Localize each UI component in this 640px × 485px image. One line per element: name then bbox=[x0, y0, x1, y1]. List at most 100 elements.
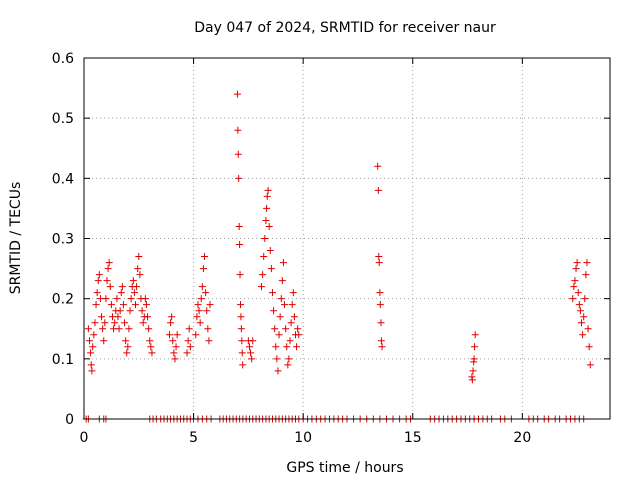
data-point bbox=[117, 289, 125, 297]
data-point bbox=[197, 295, 205, 303]
data-point bbox=[133, 283, 141, 291]
data-point bbox=[271, 325, 279, 333]
data-point bbox=[573, 259, 581, 267]
y-tick-label: 0.5 bbox=[52, 111, 74, 127]
grid-layer bbox=[84, 58, 610, 419]
data-point bbox=[239, 361, 247, 369]
data-point bbox=[194, 301, 202, 309]
data-point bbox=[91, 319, 99, 327]
data-point bbox=[278, 277, 286, 285]
y-axis-label: SRMTID / TECUs bbox=[8, 182, 24, 295]
data-point bbox=[238, 349, 246, 357]
data-point bbox=[375, 253, 383, 261]
data-point bbox=[88, 367, 96, 375]
data-point bbox=[238, 337, 246, 345]
data-point bbox=[147, 343, 155, 351]
data-point bbox=[104, 265, 112, 273]
data-point bbox=[468, 376, 476, 384]
ticks-layer: 0 0.1 0.2 0.3 0.4 0.5 0.6 0 5 10 15 20 bbox=[52, 51, 610, 446]
data-point bbox=[236, 271, 244, 279]
y-tick-label: 0.3 bbox=[52, 232, 74, 248]
data-point bbox=[249, 337, 257, 345]
data-point bbox=[127, 295, 135, 303]
data-point bbox=[122, 337, 130, 345]
data-point bbox=[376, 301, 384, 309]
data-point bbox=[374, 186, 382, 194]
data-point bbox=[277, 295, 285, 303]
data-point bbox=[105, 259, 113, 267]
data-point bbox=[469, 367, 477, 375]
data-point bbox=[576, 307, 584, 315]
data-point bbox=[377, 319, 385, 327]
data-point bbox=[233, 90, 241, 98]
data-point bbox=[146, 337, 154, 345]
data-point bbox=[376, 289, 384, 297]
data-point bbox=[268, 289, 276, 297]
data-point bbox=[167, 319, 175, 327]
data-point bbox=[183, 349, 191, 357]
data-point bbox=[168, 313, 176, 321]
data-point bbox=[101, 319, 109, 327]
data-point bbox=[283, 343, 291, 351]
data-point bbox=[116, 307, 124, 315]
data-point bbox=[115, 325, 123, 333]
data-point bbox=[206, 301, 214, 309]
data-point bbox=[279, 259, 287, 267]
data-point bbox=[196, 319, 204, 327]
data-point bbox=[98, 313, 106, 321]
data-point bbox=[90, 331, 98, 339]
data-point bbox=[579, 331, 587, 339]
data-point bbox=[87, 349, 95, 357]
data-point bbox=[295, 331, 303, 339]
data-point bbox=[284, 361, 292, 369]
data-point bbox=[89, 343, 97, 351]
data-point bbox=[235, 174, 243, 182]
data-point bbox=[201, 253, 209, 261]
data-point bbox=[570, 283, 578, 291]
data-point bbox=[234, 150, 242, 158]
data-point bbox=[262, 216, 270, 224]
data-point bbox=[236, 301, 244, 309]
data-point bbox=[294, 325, 302, 333]
data-point bbox=[263, 204, 271, 212]
data-point bbox=[124, 343, 132, 351]
data-point bbox=[134, 265, 142, 273]
data-point bbox=[288, 301, 296, 309]
data-point bbox=[290, 313, 298, 321]
data-point bbox=[202, 289, 210, 297]
data-point bbox=[94, 277, 102, 285]
data-point bbox=[237, 325, 245, 333]
data-point bbox=[185, 325, 193, 333]
data-point bbox=[142, 301, 150, 309]
data-point bbox=[236, 241, 244, 249]
data-point bbox=[259, 271, 267, 279]
data-point bbox=[289, 289, 297, 297]
data-point bbox=[145, 325, 153, 333]
data-point bbox=[139, 319, 147, 327]
x-tick-label: 0 bbox=[80, 430, 89, 446]
x-axis-label: GPS time / hours bbox=[286, 460, 403, 476]
data-point bbox=[285, 355, 293, 363]
data-point bbox=[92, 301, 100, 309]
data-point bbox=[248, 355, 256, 363]
data-point bbox=[87, 361, 95, 369]
data-point bbox=[471, 343, 479, 351]
x-tick-label: 10 bbox=[294, 430, 312, 446]
data-point bbox=[282, 325, 290, 333]
data-point bbox=[199, 265, 207, 273]
data-point bbox=[580, 313, 588, 321]
data-point bbox=[118, 283, 126, 291]
data-point bbox=[205, 337, 213, 345]
data-point bbox=[170, 349, 178, 357]
plot-frame bbox=[83, 57, 611, 420]
data-point bbox=[106, 283, 114, 291]
data-point bbox=[99, 325, 107, 333]
data-point bbox=[569, 295, 577, 303]
data-point bbox=[293, 343, 301, 351]
data-point bbox=[184, 337, 192, 345]
y-tick-label: 0.2 bbox=[52, 292, 74, 308]
data-point bbox=[144, 313, 152, 321]
data-point bbox=[272, 343, 280, 351]
data-point bbox=[375, 259, 383, 267]
